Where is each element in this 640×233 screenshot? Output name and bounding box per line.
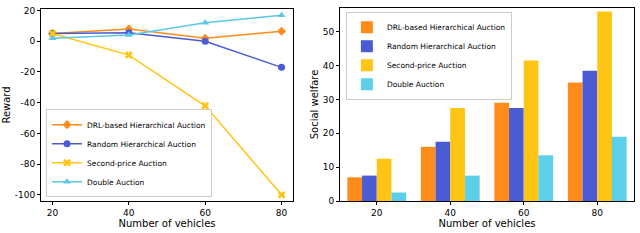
svg-text:20: 20 (371, 208, 383, 218)
svg-text:DRL-based Hierarchical Auction: DRL-based Hierarchical Auction (387, 23, 505, 32)
svg-text:20: 20 (24, 6, 36, 16)
svg-text:-60: -60 (20, 129, 35, 139)
svg-text:60: 60 (199, 208, 211, 218)
svg-text:20: 20 (47, 208, 59, 218)
svg-text:-40: -40 (20, 98, 35, 108)
svg-text:10: 10 (323, 162, 335, 172)
svg-text:-20: -20 (20, 67, 35, 77)
svg-text:80: 80 (592, 208, 604, 218)
svg-text:DRL-based Hierarchical Auction: DRL-based Hierarchical Auction (87, 121, 205, 130)
svg-text:Second-price Auction: Second-price Auction (87, 159, 167, 168)
svg-text:-100: -100 (15, 190, 36, 200)
svg-text:50: 50 (323, 27, 335, 37)
svg-text:Number of vehicles: Number of vehicles (119, 218, 216, 229)
svg-text:Random Hierarchical Auction: Random Hierarchical Auction (387, 42, 496, 51)
svg-text:Social welfare: Social welfare (309, 70, 320, 140)
svg-text:Double Auction: Double Auction (387, 80, 445, 89)
svg-text:80: 80 (276, 208, 288, 218)
svg-text:30: 30 (323, 95, 335, 105)
svg-text:-80: -80 (20, 159, 35, 169)
svg-text:Second-price Auction: Second-price Auction (387, 61, 467, 70)
svg-text:Random Hierarchical Auction: Random Hierarchical Auction (87, 140, 196, 149)
svg-text:0: 0 (29, 36, 35, 46)
svg-text:Reward: Reward (1, 86, 12, 123)
svg-text:60: 60 (518, 208, 530, 218)
svg-text:Number of vehicles: Number of vehicles (439, 218, 536, 229)
svg-text:0: 0 (328, 196, 334, 206)
svg-text:40: 40 (123, 208, 135, 218)
svg-text:20: 20 (323, 128, 335, 138)
svg-text:40: 40 (323, 61, 335, 71)
svg-text:40: 40 (445, 208, 457, 218)
svg-text:Double Auction: Double Auction (87, 178, 145, 187)
